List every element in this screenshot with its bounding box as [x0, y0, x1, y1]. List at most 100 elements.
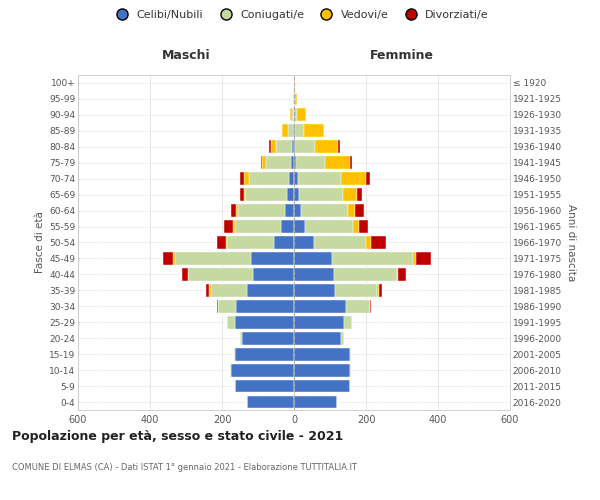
Bar: [294, 348, 350, 360]
Bar: [346, 300, 370, 312]
Bar: [334, 268, 397, 281]
Bar: [294, 204, 301, 217]
Bar: [299, 188, 343, 201]
Bar: [294, 332, 341, 344]
Bar: [294, 380, 350, 392]
Bar: [413, 252, 416, 265]
Bar: [253, 268, 294, 281]
Bar: [294, 396, 337, 408]
Bar: [348, 204, 355, 217]
Bar: [240, 188, 244, 201]
Bar: [398, 268, 406, 281]
Bar: [379, 284, 382, 296]
Bar: [251, 252, 294, 265]
Bar: [343, 188, 357, 201]
Bar: [366, 236, 371, 249]
Bar: [350, 156, 352, 169]
Bar: [344, 316, 352, 328]
Bar: [262, 156, 266, 169]
Bar: [325, 156, 350, 169]
Bar: [294, 236, 314, 249]
Bar: [353, 220, 359, 233]
Bar: [226, 236, 227, 249]
Bar: [244, 172, 249, 185]
Bar: [249, 172, 289, 185]
Bar: [217, 300, 218, 312]
Bar: [294, 300, 346, 312]
Bar: [230, 364, 231, 376]
Bar: [242, 332, 294, 344]
Bar: [332, 252, 413, 265]
Bar: [294, 92, 295, 106]
Bar: [218, 300, 236, 312]
Bar: [276, 140, 292, 153]
Bar: [305, 220, 353, 233]
Bar: [355, 204, 364, 217]
Bar: [366, 172, 370, 185]
Bar: [294, 124, 295, 137]
Bar: [274, 236, 294, 249]
Bar: [211, 284, 247, 296]
Bar: [235, 380, 294, 392]
Bar: [260, 156, 262, 169]
Bar: [238, 204, 285, 217]
Text: COMUNE DI ELMAS (CA) - Dati ISTAT 1° gennaio 2021 - Elaborazione TUTTITALIA.IT: COMUNE DI ELMAS (CA) - Dati ISTAT 1° gen…: [12, 463, 357, 472]
Bar: [293, 124, 294, 137]
Bar: [294, 188, 299, 201]
Bar: [315, 140, 338, 153]
Bar: [235, 348, 294, 360]
Bar: [235, 220, 281, 233]
Bar: [297, 108, 306, 122]
Bar: [298, 172, 341, 185]
Bar: [294, 220, 305, 233]
Text: Popolazione per età, sesso e stato civile - 2021: Popolazione per età, sesso e stato civil…: [12, 430, 343, 443]
Bar: [234, 348, 235, 360]
Bar: [163, 252, 173, 265]
Bar: [288, 124, 293, 137]
Bar: [294, 316, 344, 328]
Bar: [294, 268, 334, 281]
Bar: [338, 140, 340, 153]
Bar: [231, 204, 236, 217]
Bar: [335, 284, 377, 296]
Bar: [206, 284, 209, 296]
Bar: [294, 252, 332, 265]
Bar: [295, 108, 297, 122]
Bar: [173, 252, 175, 265]
Bar: [416, 252, 431, 265]
Bar: [370, 300, 371, 312]
Bar: [341, 172, 366, 185]
Bar: [240, 172, 244, 185]
Bar: [227, 316, 235, 328]
Bar: [294, 140, 295, 153]
Bar: [209, 284, 211, 296]
Bar: [217, 236, 226, 249]
Bar: [341, 332, 344, 344]
Bar: [296, 156, 325, 169]
Bar: [359, 220, 368, 233]
Bar: [397, 268, 398, 281]
Bar: [295, 92, 297, 106]
Bar: [231, 364, 294, 376]
Bar: [294, 172, 298, 185]
Bar: [245, 188, 287, 201]
Bar: [236, 204, 238, 217]
Bar: [357, 188, 362, 201]
Bar: [295, 140, 315, 153]
Bar: [291, 156, 294, 169]
Bar: [182, 268, 188, 281]
Bar: [227, 236, 274, 249]
Bar: [175, 252, 251, 265]
Bar: [377, 284, 379, 296]
Y-axis label: Anni di nascita: Anni di nascita: [566, 204, 576, 281]
Bar: [287, 188, 294, 201]
Bar: [236, 300, 294, 312]
Bar: [301, 204, 348, 217]
Bar: [314, 236, 366, 249]
Bar: [188, 268, 253, 281]
Bar: [247, 284, 294, 296]
Bar: [240, 332, 242, 344]
Bar: [292, 140, 294, 153]
Bar: [266, 156, 291, 169]
Legend: Celibi/Nubili, Coniugati/e, Vedovi/e, Divorziati/e: Celibi/Nubili, Coniugati/e, Vedovi/e, Di…: [107, 6, 493, 25]
